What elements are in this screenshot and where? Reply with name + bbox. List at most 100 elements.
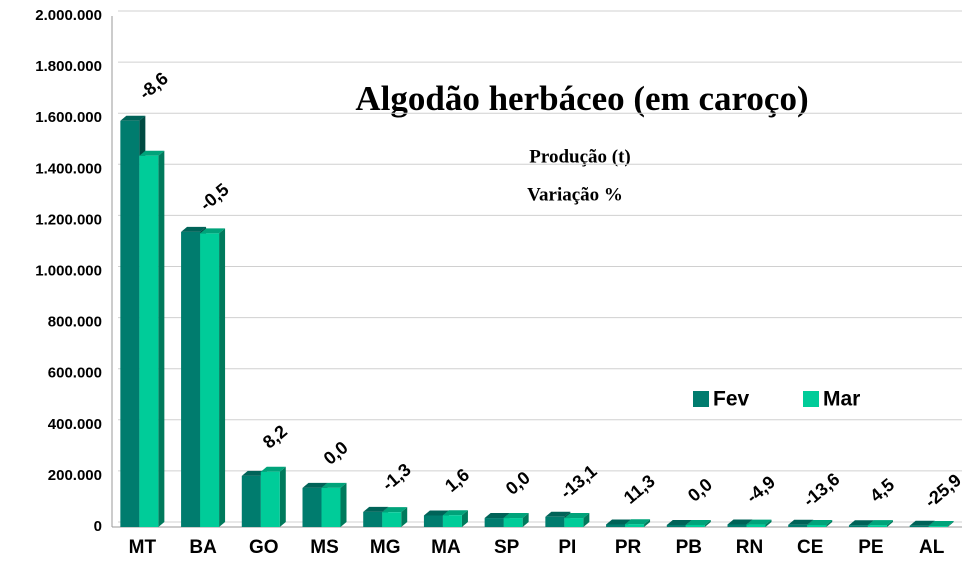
variation-label: -13,1 <box>556 461 600 503</box>
legend-label: Fev <box>713 388 750 411</box>
bar-top <box>606 519 632 525</box>
bar-top <box>382 507 408 513</box>
bar-top <box>788 519 814 525</box>
bar-top <box>727 519 753 525</box>
variation-label: -4,9 <box>742 472 779 507</box>
bar <box>807 525 827 527</box>
variation-label: -8,6 <box>135 68 172 103</box>
bar <box>260 471 280 527</box>
legend-swatch <box>693 391 709 407</box>
bar-top <box>442 510 468 516</box>
variation-label: 0,0 <box>684 474 716 505</box>
x-tick-label: GO <box>249 537 279 558</box>
bar-top <box>564 513 590 519</box>
bar-top <box>928 521 954 527</box>
x-tick-label: PR <box>615 537 642 558</box>
bar-top <box>484 513 510 519</box>
bar-side <box>401 507 408 527</box>
bar <box>363 511 383 527</box>
bar <box>666 524 686 527</box>
bar <box>181 231 201 527</box>
bar <box>139 155 159 528</box>
bar-side <box>461 510 468 527</box>
bar-top <box>260 466 286 472</box>
bar-top <box>120 115 146 121</box>
y-tick-label: 1.600.000 <box>35 109 102 126</box>
bar <box>200 233 220 528</box>
bar <box>564 518 584 527</box>
bar-side <box>583 513 590 527</box>
x-tick-label: PI <box>558 537 576 558</box>
bar <box>848 525 868 527</box>
bar-top <box>666 519 692 525</box>
x-tick-label: SP <box>494 537 520 558</box>
bar-top <box>241 470 267 476</box>
x-tick-label: MT <box>129 537 157 558</box>
variation-label: 8,2 <box>259 421 291 452</box>
bar <box>788 524 808 527</box>
bar <box>606 524 626 527</box>
bar <box>685 524 705 527</box>
bar-top <box>200 228 226 234</box>
variation-label: 4,5 <box>866 474 898 505</box>
variation-label: 0,0 <box>320 437 352 468</box>
y-tick-label: 800.000 <box>48 314 102 331</box>
bar <box>625 524 645 527</box>
y-tick-label: 1.800.000 <box>35 58 102 75</box>
bar <box>321 487 341 527</box>
bar-top <box>807 520 833 526</box>
bar-side <box>704 519 711 527</box>
y-tick-label: 0 <box>94 518 102 535</box>
bar <box>423 515 443 527</box>
bar-top <box>503 513 529 519</box>
bar-side <box>279 466 286 527</box>
bar <box>909 525 929 527</box>
legend-label: Mar <box>823 388 860 411</box>
x-tick-label: BA <box>189 537 217 558</box>
bar-side <box>826 520 833 527</box>
bar <box>302 487 322 527</box>
bar-side <box>947 521 954 527</box>
y-tick-label: 1.000.000 <box>35 262 102 279</box>
bar <box>120 120 140 527</box>
bar <box>382 512 402 527</box>
bar-top <box>867 520 893 526</box>
bar-side <box>340 482 347 527</box>
x-tick-label: PB <box>676 537 702 558</box>
bar-top <box>746 519 772 525</box>
bar <box>746 524 766 527</box>
bar-top <box>302 482 328 488</box>
bar-top <box>625 519 651 525</box>
x-tick-label: MG <box>370 537 401 558</box>
bar-side <box>522 513 529 527</box>
annotation-title: Variação % <box>527 184 623 205</box>
bar <box>928 526 948 527</box>
bar-top <box>423 510 449 516</box>
bar-top <box>848 520 874 526</box>
bar-top <box>321 482 347 488</box>
chart-subtitle: Produção (t) <box>529 146 631 167</box>
bar-top <box>139 150 165 156</box>
x-tick-label: PE <box>858 537 883 558</box>
bar-side <box>765 519 772 527</box>
bar-top <box>685 519 711 525</box>
bar <box>503 518 523 527</box>
variation-label: -13,6 <box>799 469 843 511</box>
bar <box>545 516 565 527</box>
bar-side <box>158 150 165 528</box>
x-tick-label: CE <box>797 537 823 558</box>
x-tick-label: MS <box>310 537 339 558</box>
bar-side <box>644 519 651 527</box>
bar <box>484 518 504 527</box>
variation-label: 0,0 <box>502 467 534 498</box>
variation-label: -25,9 <box>921 470 964 512</box>
variation-label: 1,6 <box>441 465 473 496</box>
bar <box>867 525 887 527</box>
bar <box>442 515 462 527</box>
bar-top <box>909 520 935 526</box>
bar-top <box>545 511 571 517</box>
bar-side <box>219 228 226 528</box>
chart-title: Algodão herbáceo (em caroço) <box>355 79 808 118</box>
bar-top <box>181 226 207 232</box>
